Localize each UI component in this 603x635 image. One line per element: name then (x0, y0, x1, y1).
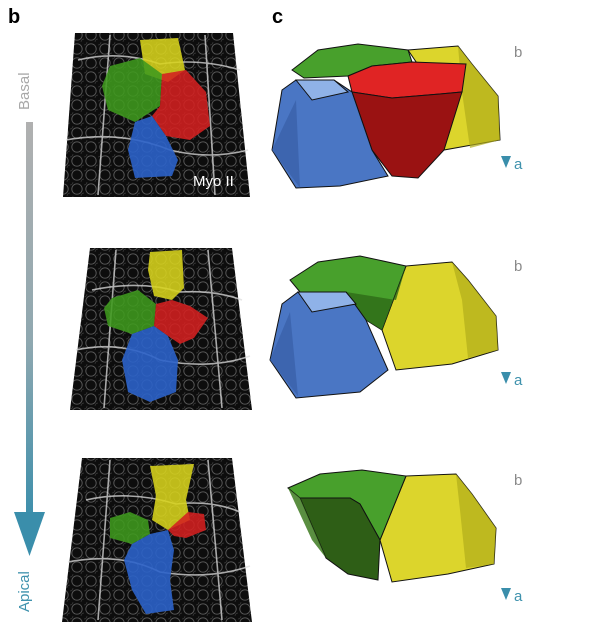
microscopy-tile-middle (70, 248, 252, 410)
cell-green-b1 (102, 58, 162, 122)
cell-blue-b1 (128, 116, 178, 178)
reconstruction-middle (269, 255, 499, 399)
cell-yellow-b3 (150, 464, 194, 530)
axis-top-letter-3: b (514, 472, 523, 489)
basal-apical-arrow (14, 122, 45, 556)
axis-top-letter-1: b (514, 44, 523, 61)
axis-arrow-3 (501, 474, 511, 600)
axis-bottom-letter-3: a (514, 588, 523, 605)
cell-red-b1 (152, 70, 210, 140)
cell-green-b2 (104, 290, 156, 334)
axis-arrow-1 (501, 46, 511, 168)
panel-b-label: b (8, 6, 21, 28)
axis-arrow-2 (501, 260, 511, 384)
myo-ii-label: Myo II (193, 173, 234, 190)
reconstruction-apical (287, 469, 497, 583)
cell-yellow-b2 (148, 250, 184, 300)
cell-blue-b3 (124, 530, 174, 614)
microscopy-tile-basal: Myo II (63, 33, 250, 197)
cell-red-b3 (168, 512, 206, 538)
microscopy-tile-apical (62, 458, 252, 622)
axis-top-letter-2: b (514, 258, 523, 275)
cell-red-b2 (154, 300, 208, 344)
reconstruction-basal (271, 43, 501, 189)
axis-bottom-letter-1: a (514, 156, 523, 173)
cell-green-b3 (110, 512, 150, 544)
cell-blue-b2 (122, 326, 178, 402)
axis-bottom-letter-2: a (514, 372, 523, 389)
panel-c-label: c (272, 6, 284, 28)
